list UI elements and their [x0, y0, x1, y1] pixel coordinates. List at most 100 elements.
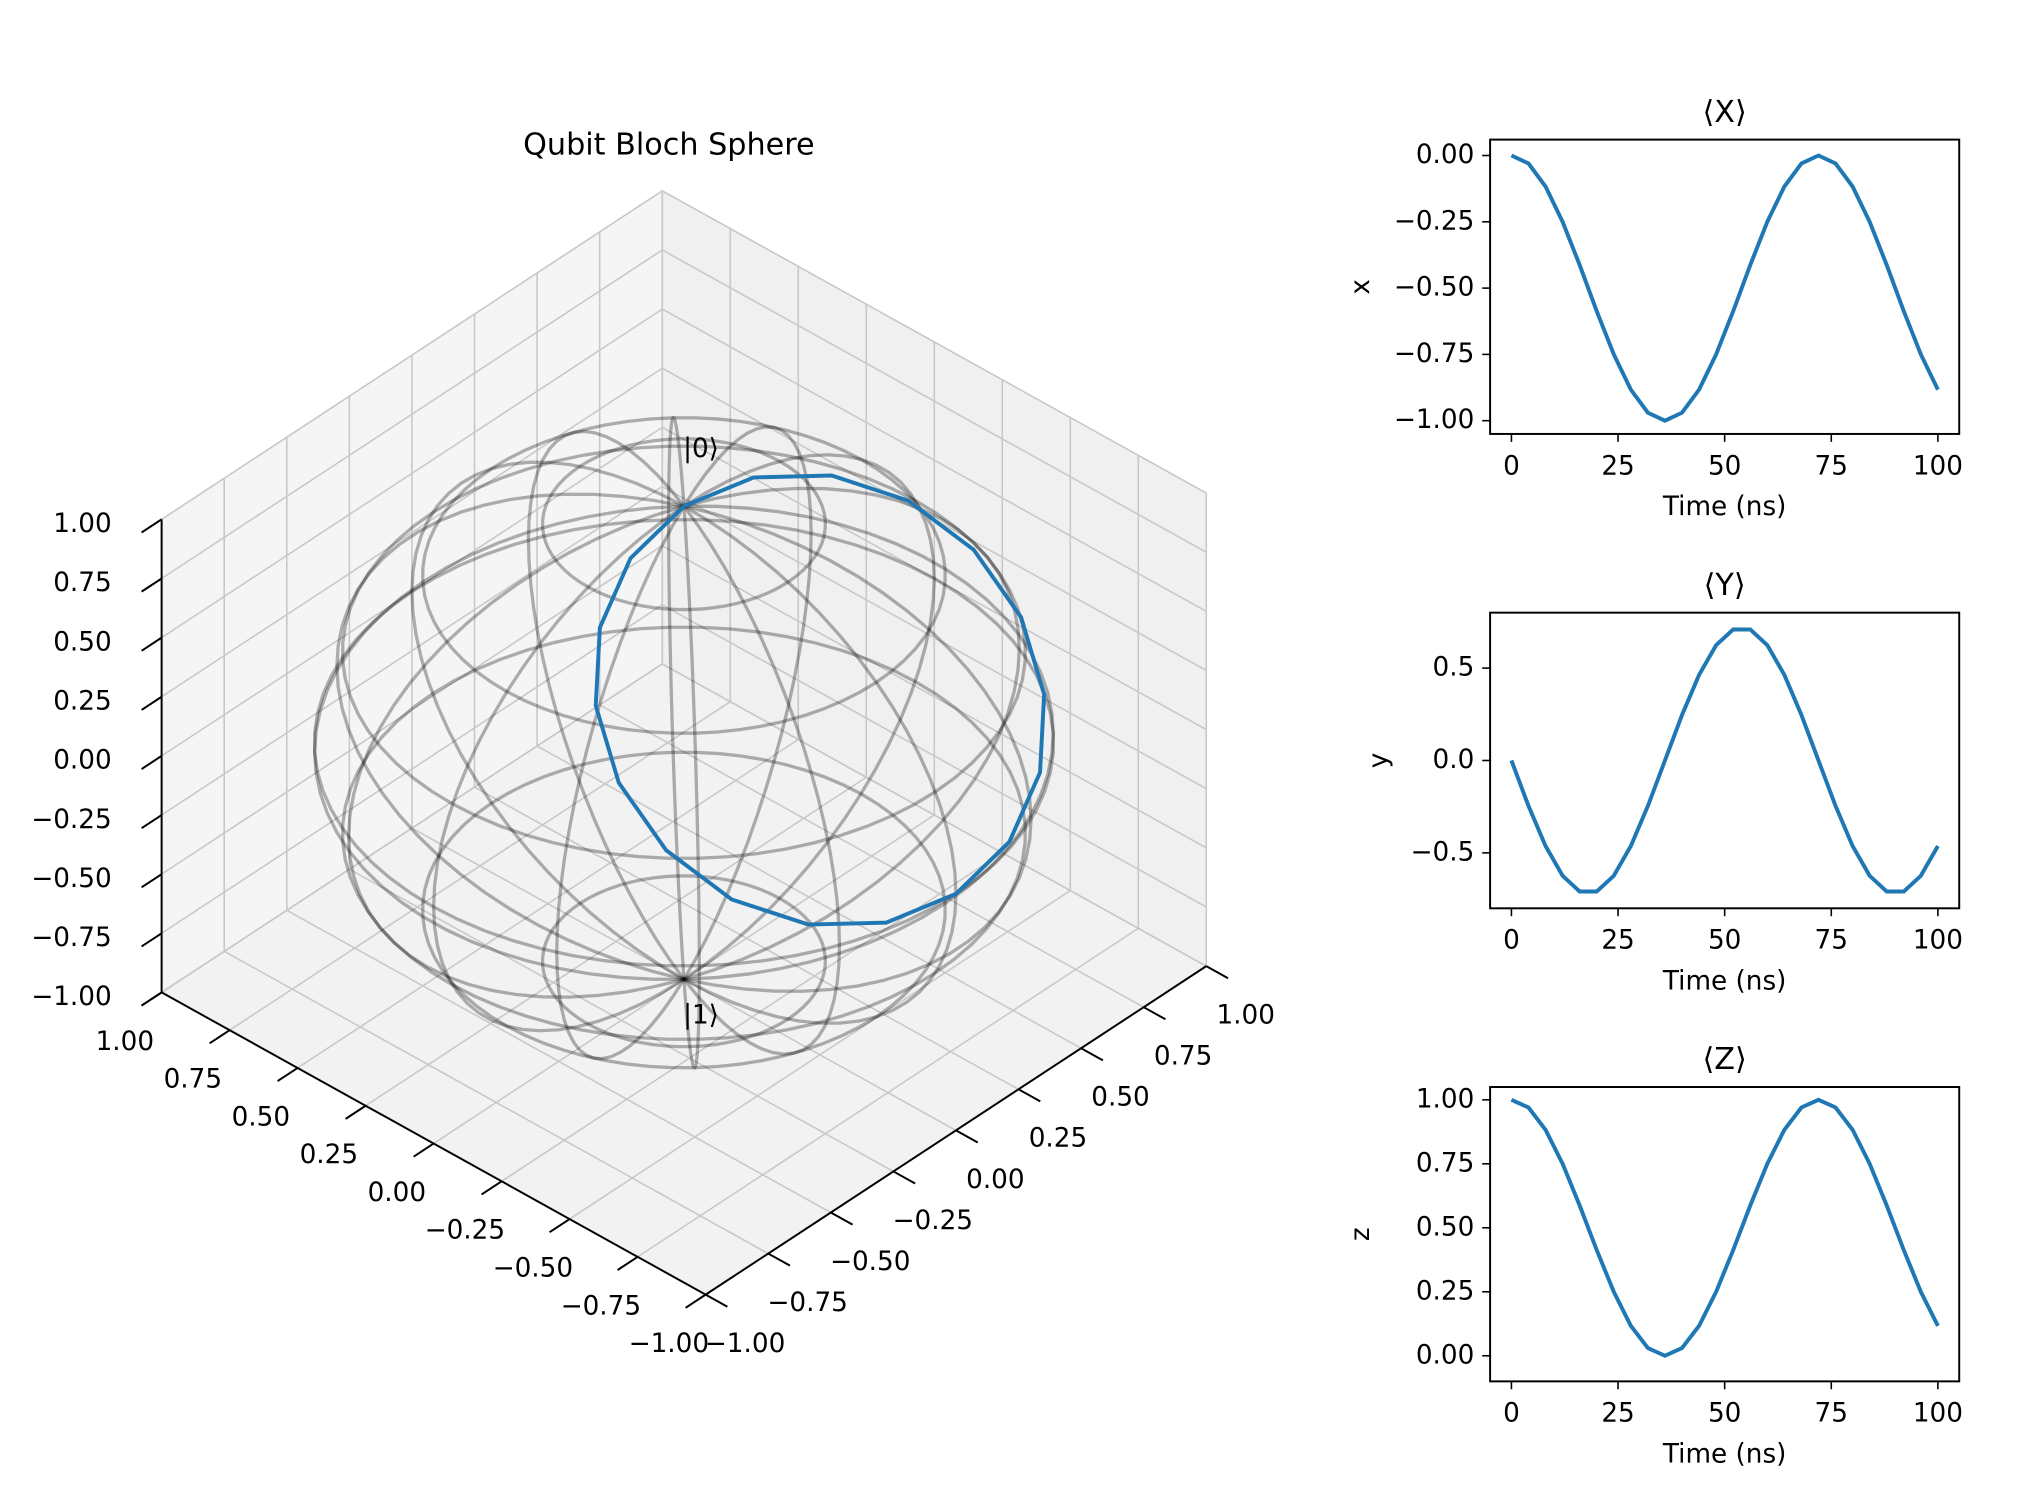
y-tick-label: 0.0	[1433, 745, 1475, 775]
grid-line	[661, 544, 1207, 849]
grid-line	[411, 827, 957, 1132]
grid-line	[661, 190, 1207, 494]
y-tick-label: −0.75	[1394, 339, 1474, 369]
grid-line	[474, 786, 1019, 1091]
x-tick-label: 0.75	[164, 1065, 222, 1095]
tick-mark	[141, 518, 163, 534]
grid-line	[661, 663, 1207, 967]
trajectory	[593, 473, 1047, 927]
tick-mark	[277, 1067, 299, 1082]
y-tick-label: 0.00	[1416, 1340, 1474, 1370]
x-tick-label: 100	[1913, 451, 1963, 481]
tick-mark	[141, 991, 163, 1007]
tick-mark	[892, 1170, 916, 1185]
x-tick-label: 0	[1503, 1399, 1520, 1429]
sphere-wire	[335, 492, 1033, 993]
axes-frame	[1489, 138, 1961, 435]
sphere-wire	[341, 625, 1027, 1041]
tick-mark	[209, 1029, 231, 1045]
tick-mark	[767, 1252, 791, 1267]
axes-frame	[1489, 1086, 1961, 1383]
x-tick-label: −0.25	[425, 1216, 506, 1246]
y-tick-label: 0.25	[1416, 1276, 1474, 1306]
x-tick-label: −0.50	[493, 1254, 573, 1284]
grid-line	[161, 485, 663, 816]
grid-line	[661, 604, 1207, 908]
z-tick-label: 0.75	[53, 568, 111, 598]
y-tick-label: 0.00	[966, 1165, 1024, 1195]
x-tick-label: 0.25	[300, 1140, 358, 1170]
x-tick-label: 50	[1708, 1399, 1741, 1429]
sphere-wire	[421, 416, 947, 735]
x-tick-label: −1.00	[629, 1329, 710, 1359]
tick-mark	[481, 1180, 503, 1196]
z-tick-label: −0.75	[31, 923, 112, 953]
x-tick-label: 0.50	[232, 1102, 290, 1132]
grid-line	[223, 950, 769, 1255]
sphere-wire	[540, 874, 827, 1049]
grid-line	[161, 367, 663, 698]
grid-line	[661, 308, 1207, 613]
y-tick-label: 0.25	[1029, 1124, 1087, 1154]
state-label: |0⟩	[683, 434, 719, 464]
sphere-wire	[312, 504, 1055, 981]
tick-mark	[141, 577, 163, 593]
x-tick-label: 0	[1503, 926, 1520, 956]
y-tick-label: −0.25	[893, 1206, 974, 1236]
grid-line	[161, 663, 663, 994]
z-tick-label: 1.00	[53, 509, 111, 539]
tick-mark	[141, 755, 163, 770]
y-tick-label: −0.50	[1394, 273, 1474, 303]
y-tick-label: 0.75	[1154, 1042, 1212, 1072]
y-tick-label: 0.75	[1416, 1148, 1474, 1178]
x-tick-label: 1.00	[96, 1027, 154, 1057]
tick-mark	[617, 1256, 639, 1271]
tick-mark	[141, 932, 163, 948]
tick-mark	[1080, 1047, 1104, 1062]
grid-line	[661, 485, 1207, 790]
y-tick-label: 1.00	[1416, 1084, 1474, 1114]
x-tick-label: 100	[1913, 1399, 1963, 1429]
tick-mark	[549, 1218, 571, 1234]
tick-mark	[1018, 1088, 1041, 1103]
data-line	[1509, 627, 1940, 894]
x-tick-label: −0.75	[561, 1291, 642, 1321]
x-tick-label: 0	[1503, 451, 1520, 481]
z-tick-label: 0.25	[53, 687, 111, 717]
x-axis-label: Time (ns)	[1662, 492, 1786, 522]
x-tick-label: 75	[1815, 1399, 1848, 1429]
y-axis-label: y	[1364, 753, 1394, 769]
y-tick-label: 0.50	[1091, 1083, 1149, 1113]
sphere-wire	[431, 453, 936, 1033]
tick-mark	[1205, 965, 1229, 980]
x-tick-label: 50	[1708, 451, 1741, 481]
x-tick-label: 25	[1601, 926, 1634, 956]
grid-line	[161, 604, 663, 934]
y-tick-label: −0.5	[1411, 837, 1475, 867]
z-tick-label: 0.00	[53, 746, 111, 776]
x-tick-label: 75	[1815, 926, 1848, 956]
sphere-wire	[421, 750, 947, 1070]
chart-title: ⟨X⟩	[1703, 95, 1747, 130]
y-tick-label: −0.75	[767, 1288, 848, 1318]
sphere-wire	[555, 425, 813, 1061]
z-tick-label: −1.00	[31, 982, 112, 1012]
y-axis-label: z	[1346, 1227, 1376, 1241]
y-tick-label: 1.00	[1216, 1001, 1274, 1031]
axes-frame	[1489, 611, 1961, 910]
grid-line	[661, 249, 1207, 553]
tick-mark	[345, 1104, 367, 1120]
grid-line	[286, 909, 832, 1214]
data-line	[1510, 153, 1940, 423]
sphere-wire	[410, 460, 958, 1025]
tick-mark	[705, 1293, 728, 1308]
x-tick-label: 25	[1601, 451, 1634, 481]
sphere-wire	[341, 444, 1027, 860]
tick-mark	[141, 814, 163, 829]
tick-mark	[141, 873, 163, 889]
grid-line	[161, 308, 663, 639]
sphere-wire	[526, 429, 842, 1056]
tick-mark	[413, 1142, 435, 1158]
